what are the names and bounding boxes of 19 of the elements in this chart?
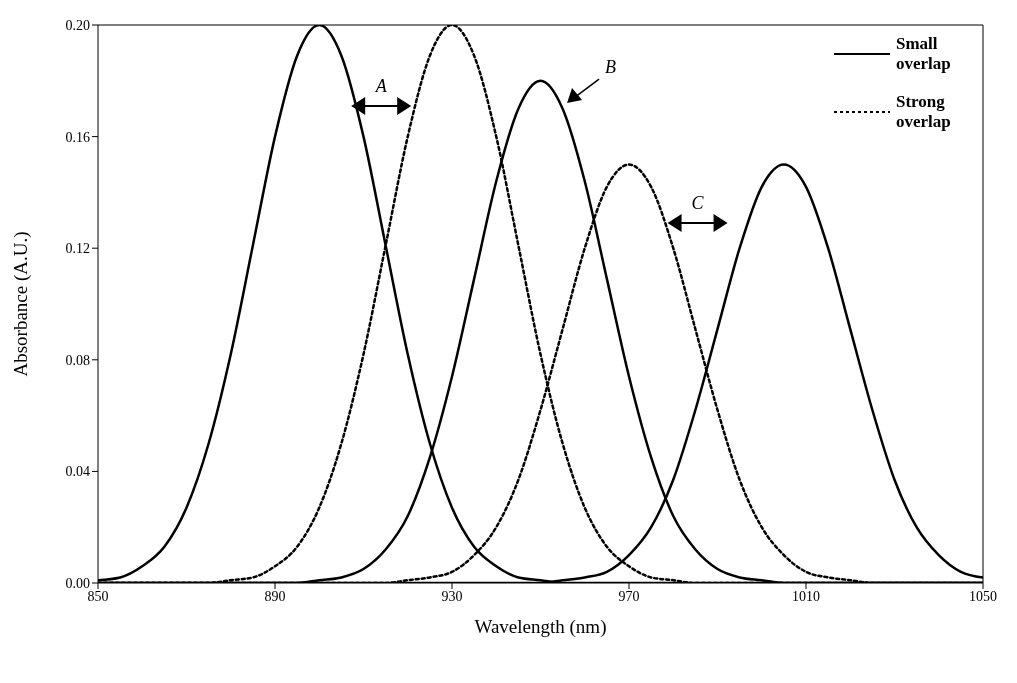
legend-label: Small overlap [896,34,952,74]
legend-label: Strong overlap [896,92,952,132]
x-axis-title: Wavelength (nm) [474,616,607,638]
x-tick-label: 1010 [792,588,820,604]
x-tick-label: 890 [264,588,286,604]
annotation: B [605,57,617,78]
y-tick-label: 0.04 [65,464,90,480]
annotation: A [374,75,388,96]
y-axis-title: Absorbance (A.U.) [9,231,32,377]
y-tick-label: 0.08 [65,352,90,368]
y-tick-label: 0.16 [65,129,90,145]
x-tick-label: 1050 [969,588,997,604]
annotation: C [691,193,705,214]
x-tick-label: 850 [87,588,109,604]
y-tick-label: 0.00 [65,575,90,591]
x-tick-label: 930 [441,588,463,604]
x-tick-label: 970 [618,588,640,604]
y-tick-label: 0.12 [65,241,90,257]
y-tick-label: 0.20 [65,17,90,33]
